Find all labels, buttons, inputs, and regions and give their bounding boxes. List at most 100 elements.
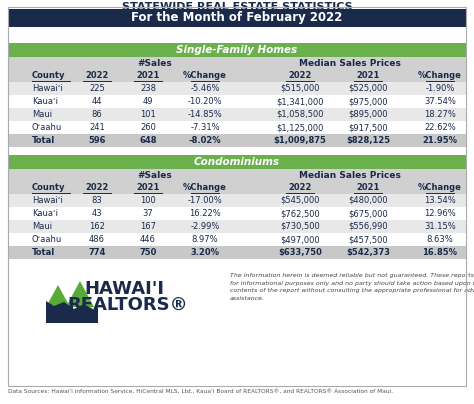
Text: 2021: 2021 [356,183,380,192]
Text: 238: 238 [140,84,156,93]
Text: for informational purposes only and no party should take action based upon the: for informational purposes only and no p… [230,280,474,286]
Text: $1,125,000: $1,125,000 [276,123,324,132]
Text: -8.02%: -8.02% [189,136,221,145]
Text: 22.62%: 22.62% [424,123,456,132]
Bar [8,220,466,233]
Text: -14.85%: -14.85% [188,110,222,119]
Text: 596: 596 [88,136,106,145]
Text: $828,125: $828,125 [346,136,390,145]
Bar [8,108,466,121]
Text: 44: 44 [92,97,102,106]
Text: $975,000: $975,000 [348,97,388,106]
Text: 3.20%: 3.20% [191,248,219,257]
Text: Total: Total [32,136,55,145]
Text: -10.20%: -10.20% [188,97,222,106]
Text: #Sales: #Sales [137,59,173,67]
Text: Hawaiʻi: Hawaiʻi [32,196,63,205]
Bar [8,9,466,27]
Text: $762,500: $762,500 [280,209,320,218]
Text: assistance.: assistance. [230,295,265,301]
Text: 162: 162 [89,222,105,231]
Text: 2021: 2021 [137,183,160,192]
Text: 86: 86 [91,110,102,119]
Text: $675,000: $675,000 [348,209,388,218]
Text: 8.63%: 8.63% [427,235,453,244]
Bar [8,121,466,134]
Text: $917,500: $917,500 [348,123,388,132]
Text: County: County [32,183,65,192]
Bar [8,207,466,220]
Text: 2021: 2021 [356,71,380,80]
Text: 100: 100 [140,196,156,205]
Text: -5.46%: -5.46% [190,84,220,93]
Text: 16.85%: 16.85% [422,248,457,257]
Text: -2.99%: -2.99% [191,222,219,231]
Text: $525,000: $525,000 [348,84,388,93]
Text: REALTORS®: REALTORS® [68,296,188,314]
Text: 241: 241 [89,123,105,132]
Text: $457,500: $457,500 [348,235,388,244]
Text: Kauaʻi: Kauaʻi [32,209,58,218]
Text: County: County [32,71,65,80]
Text: %Change: %Change [183,71,227,80]
Text: 101: 101 [140,110,156,119]
Text: Maui: Maui [32,222,52,231]
Text: 12.96%: 12.96% [424,209,456,218]
Text: %Change: %Change [418,71,462,80]
Text: Median Sales Prices: Median Sales Prices [299,59,401,67]
Text: The information herein is deemed reliable but not guaranteed. These reports are: The information herein is deemed reliabl… [230,273,474,278]
Circle shape [46,271,98,323]
Text: For the Month of February 2022: For the Month of February 2022 [131,11,343,25]
Text: 260: 260 [140,123,156,132]
Text: 43: 43 [91,209,102,218]
Bar [8,233,466,246]
Text: Condominiums: Condominiums [194,157,280,167]
Text: 49: 49 [143,97,153,106]
Text: $1,058,500: $1,058,500 [276,110,324,119]
Text: 83: 83 [91,196,102,205]
Text: Single-Family Homes: Single-Family Homes [176,45,298,55]
Text: 2022: 2022 [85,183,109,192]
Text: 13.54%: 13.54% [424,196,456,205]
Text: Kauaʻi: Kauaʻi [32,97,58,106]
Text: STATEWIDE REAL ESTATE STATISTICS: STATEWIDE REAL ESTATE STATISTICS [122,2,352,12]
Text: 774: 774 [88,248,106,257]
Text: contents of the report without consulting the appropriate professional for advic: contents of the report without consultin… [230,288,474,293]
Text: Median Sales Prices: Median Sales Prices [299,170,401,179]
Text: Data Sources: Hawaiʻi information Service, HiCentral MLS, Ltd., Kauaʻi Board of : Data Sources: Hawaiʻi information Servic… [8,389,393,394]
Bar [8,246,466,259]
Text: 37: 37 [143,209,154,218]
Text: 31.15%: 31.15% [424,222,456,231]
Text: $545,000: $545,000 [280,196,320,205]
Text: 2022: 2022 [85,71,109,80]
Text: Maui: Maui [32,110,52,119]
Polygon shape [46,301,98,323]
Text: 750: 750 [139,248,157,257]
Bar [8,194,466,207]
Text: $556,990: $556,990 [348,222,388,231]
Text: $633,750: $633,750 [278,248,322,257]
Text: $895,000: $895,000 [348,110,388,119]
Text: 2022: 2022 [288,183,312,192]
Bar [8,95,466,108]
Text: 167: 167 [140,222,156,231]
Text: 2021: 2021 [137,71,160,80]
Text: 37.54%: 37.54% [424,97,456,106]
Text: 2022: 2022 [288,71,312,80]
Bar [8,155,466,169]
Text: HAWAI'I: HAWAI'I [84,280,164,298]
Text: 648: 648 [139,136,157,145]
Text: -17.00%: -17.00% [188,196,222,205]
Text: Hawaiʻi: Hawaiʻi [32,84,63,93]
Bar [8,69,466,82]
Text: 446: 446 [140,235,156,244]
Text: $730,500: $730,500 [280,222,320,231]
Text: $480,000: $480,000 [348,196,388,205]
Text: $542,373: $542,373 [346,248,390,257]
Text: $515,000: $515,000 [280,84,320,93]
Text: 225: 225 [89,84,105,93]
Text: 18.27%: 18.27% [424,110,456,119]
Polygon shape [46,285,70,307]
Bar [8,134,466,147]
Text: $1,341,000: $1,341,000 [276,97,324,106]
